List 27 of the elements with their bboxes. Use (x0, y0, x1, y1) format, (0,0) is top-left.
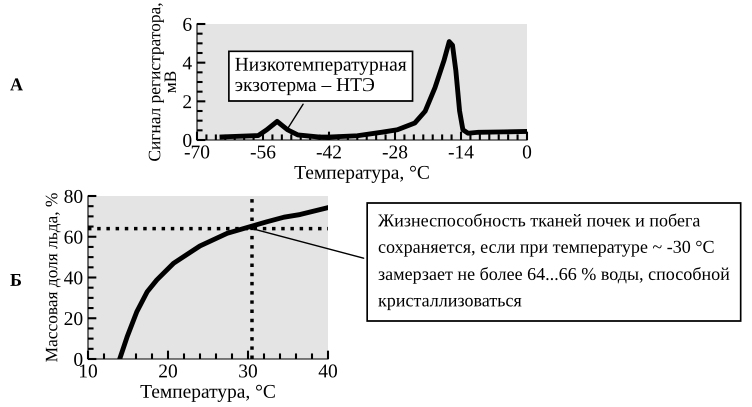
y-tick-label: 20 (64, 312, 82, 326)
x-tick-label: -28 (382, 145, 408, 159)
x-tick-label: -14 (448, 146, 474, 158)
y-axis-title: Сигнал регистратора, мВ (148, 4, 176, 161)
x-tick-label: -56 (250, 145, 276, 159)
x-tick-label: 10 (80, 364, 97, 378)
y-tick-label: 60 (64, 230, 82, 244)
x-tick-label: -70 (184, 145, 210, 159)
y-tick-label: 40 (64, 271, 82, 284)
y-tick-label: 80 (64, 190, 82, 203)
y-tick-label: 0 (183, 134, 192, 147)
annotation: Низкотемпературная экзотерма – НТЭ (235, 58, 406, 96)
x-tick-label: 40 (318, 364, 337, 378)
y-axis-title: Массовая доля льда, % (46, 193, 61, 362)
x-tick-label: 20 (159, 364, 177, 378)
y-tick-label: 4 (182, 56, 192, 70)
annotation: Жизнеспособность тканей почек и побега сохраняется, если при температуре ~ -30 °C замерзает не более 64...66 % воды, способной кристаллизоваться (378, 213, 730, 310)
y-tick-label: 6 (183, 18, 192, 31)
x-axis-title: Температура, °C (140, 384, 275, 402)
text: А (10, 78, 23, 90)
y-tick-label: 2 (183, 95, 192, 108)
x-tick-label: 0 (522, 145, 532, 159)
x-tick-label: -42 (316, 145, 341, 158)
text: Б (10, 274, 22, 286)
x-tick-label: 30 (239, 364, 257, 378)
y-tick-label: 0 (74, 352, 82, 366)
x-axis-title: Температура, °C (294, 166, 429, 183)
